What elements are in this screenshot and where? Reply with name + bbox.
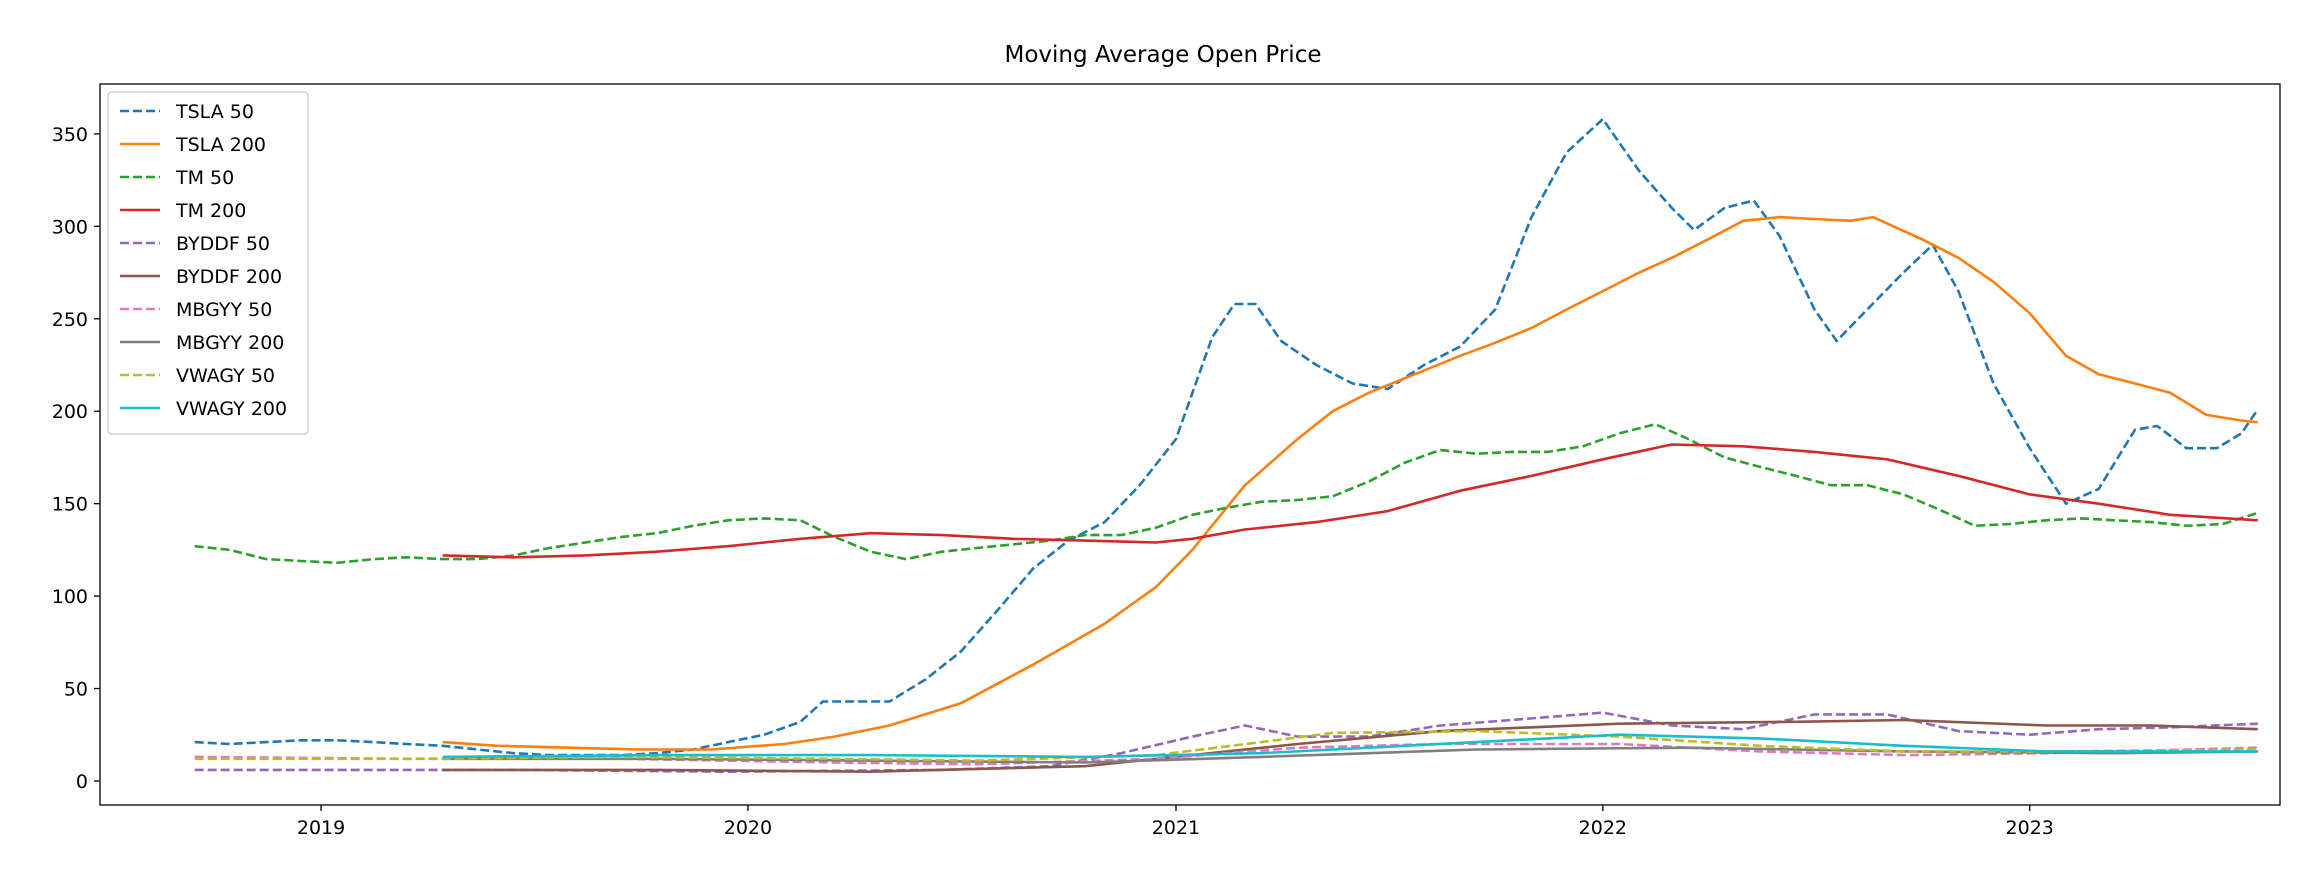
series-line-mbgyy-200 <box>442 746 2258 764</box>
y-tick-label: 250 <box>52 309 88 331</box>
x-tick-label: 2022 <box>1579 817 1627 839</box>
legend-box <box>107 91 309 435</box>
y-tick-label: 0 <box>76 771 88 793</box>
y-tick-label: 50 <box>64 679 88 701</box>
y-tick-label: 150 <box>52 494 88 516</box>
x-tick-label: 2021 <box>1152 817 1200 839</box>
y-tick-label: 300 <box>52 216 88 238</box>
chart-title: Moving Average Open Price <box>1004 42 1321 68</box>
legend-label: BYDDF 200 <box>176 266 282 288</box>
plot-frame <box>99 83 2281 806</box>
series-lines <box>194 117 2259 773</box>
y-tick-label: 350 <box>52 124 88 146</box>
legend-label: VWAGY 200 <box>176 398 287 420</box>
legend-label: TSLA 50 <box>175 101 254 123</box>
series-line-tsla-200 <box>442 215 2258 751</box>
legend-label: VWAGY 50 <box>176 365 275 387</box>
x-tick-label: 2019 <box>297 817 345 839</box>
legend-label: TSLA 200 <box>175 134 266 156</box>
series-line-tm-200 <box>442 443 2258 559</box>
legend-label: TM 200 <box>175 200 246 222</box>
series-line-vwagy-50 <box>194 729 2258 762</box>
series-line-tm-50 <box>194 422 2259 565</box>
legend: TSLA 50 TSLA 200 TM 50 TM 200 BYDDF 50 BYDDF … <box>107 91 309 435</box>
legend-label: MBGYY 200 <box>176 332 284 354</box>
x-tick-label: 2020 <box>724 817 772 839</box>
legend-label: MBGYY 50 <box>176 299 272 321</box>
series-line-mbgyy-50 <box>194 742 2258 766</box>
series-line-vwagy-200 <box>442 733 2258 759</box>
series-line-byddf-200 <box>442 718 2258 773</box>
legend-label: TM 50 <box>175 167 234 189</box>
legend-label: BYDDF 50 <box>176 233 270 255</box>
y-tick-label: 200 <box>52 401 88 423</box>
series-line-tsla-50 <box>194 117 2259 757</box>
axes: 2019 2020 2021 2022 2023 0 50 100 150 200 250 300 35… <box>52 83 2281 839</box>
y-tick-label: 100 <box>52 586 88 608</box>
x-tick-label: 2023 <box>2006 817 2054 839</box>
plot-area <box>194 117 2259 773</box>
